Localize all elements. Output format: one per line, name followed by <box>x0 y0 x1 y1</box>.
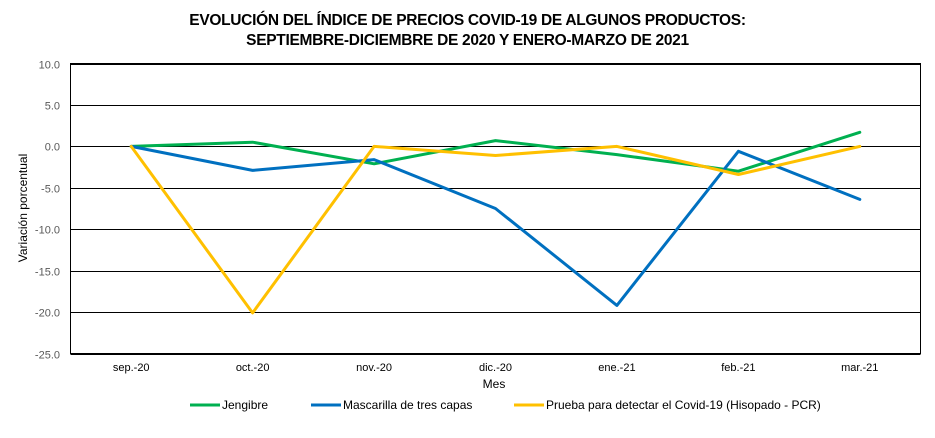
chart-subtitle: SEPTIEMBRE-DICIEMBRE DE 2020 Y ENERO-MAR… <box>246 32 689 49</box>
y-tick-label: 5.0 <box>45 101 60 113</box>
x-axis-ticks: sep.-20 oct.-20 nov.-20 dic.-20 ene.-21 feb.-… <box>113 362 879 374</box>
legend-label: Mascarilla de tres capas <box>343 398 472 412</box>
y-tick-label: 0.0 <box>45 142 60 154</box>
y-tick-label: -5.0 <box>41 184 60 196</box>
x-tick-label: mar.-21 <box>841 362 878 374</box>
chart-title: EVOLUCIÓN DEL ÍNDICE DE PRECIOS COVID-19… <box>189 12 746 29</box>
y-tick-label: -10.0 <box>35 225 60 237</box>
y-tick-label: -25.0 <box>35 350 60 362</box>
series-line-3 <box>129 144 862 315</box>
y-axis-label: Variación porcentual <box>16 154 30 263</box>
x-tick-label: feb.-21 <box>721 362 755 374</box>
gridlines <box>70 64 921 355</box>
series-line-1 <box>129 130 862 173</box>
x-tick-label: oct.-20 <box>236 362 270 374</box>
plot-area-border <box>70 63 921 354</box>
series-lines <box>129 130 862 315</box>
y-tick-label: 10.0 <box>39 60 60 72</box>
chart-title-block: EVOLUCIÓN DEL ÍNDICE DE PRECIOS COVID-19… <box>0 11 935 51</box>
x-tick-label: nov.-20 <box>356 362 392 374</box>
x-tick-label: sep.-20 <box>113 362 150 374</box>
legend-label: Jengibre <box>222 398 268 412</box>
y-tick-label: -20.0 <box>35 308 60 320</box>
y-tick-label: -15.0 <box>35 267 60 279</box>
x-tick-label: ene.-21 <box>598 362 635 374</box>
x-axis-label: Mes <box>483 377 506 391</box>
legend-label: Prueba para detectar el Covid-19 (Hisopa… <box>546 398 821 412</box>
legend: Jengibre Mascarilla de tres capas Prueba p… <box>190 398 821 412</box>
x-tick-label: dic.-20 <box>479 362 512 374</box>
y-axis-ticks: 10.0 5.0 0.0 -5.0 -10.0 -15.0 -20.0 -25.0 <box>35 60 60 362</box>
